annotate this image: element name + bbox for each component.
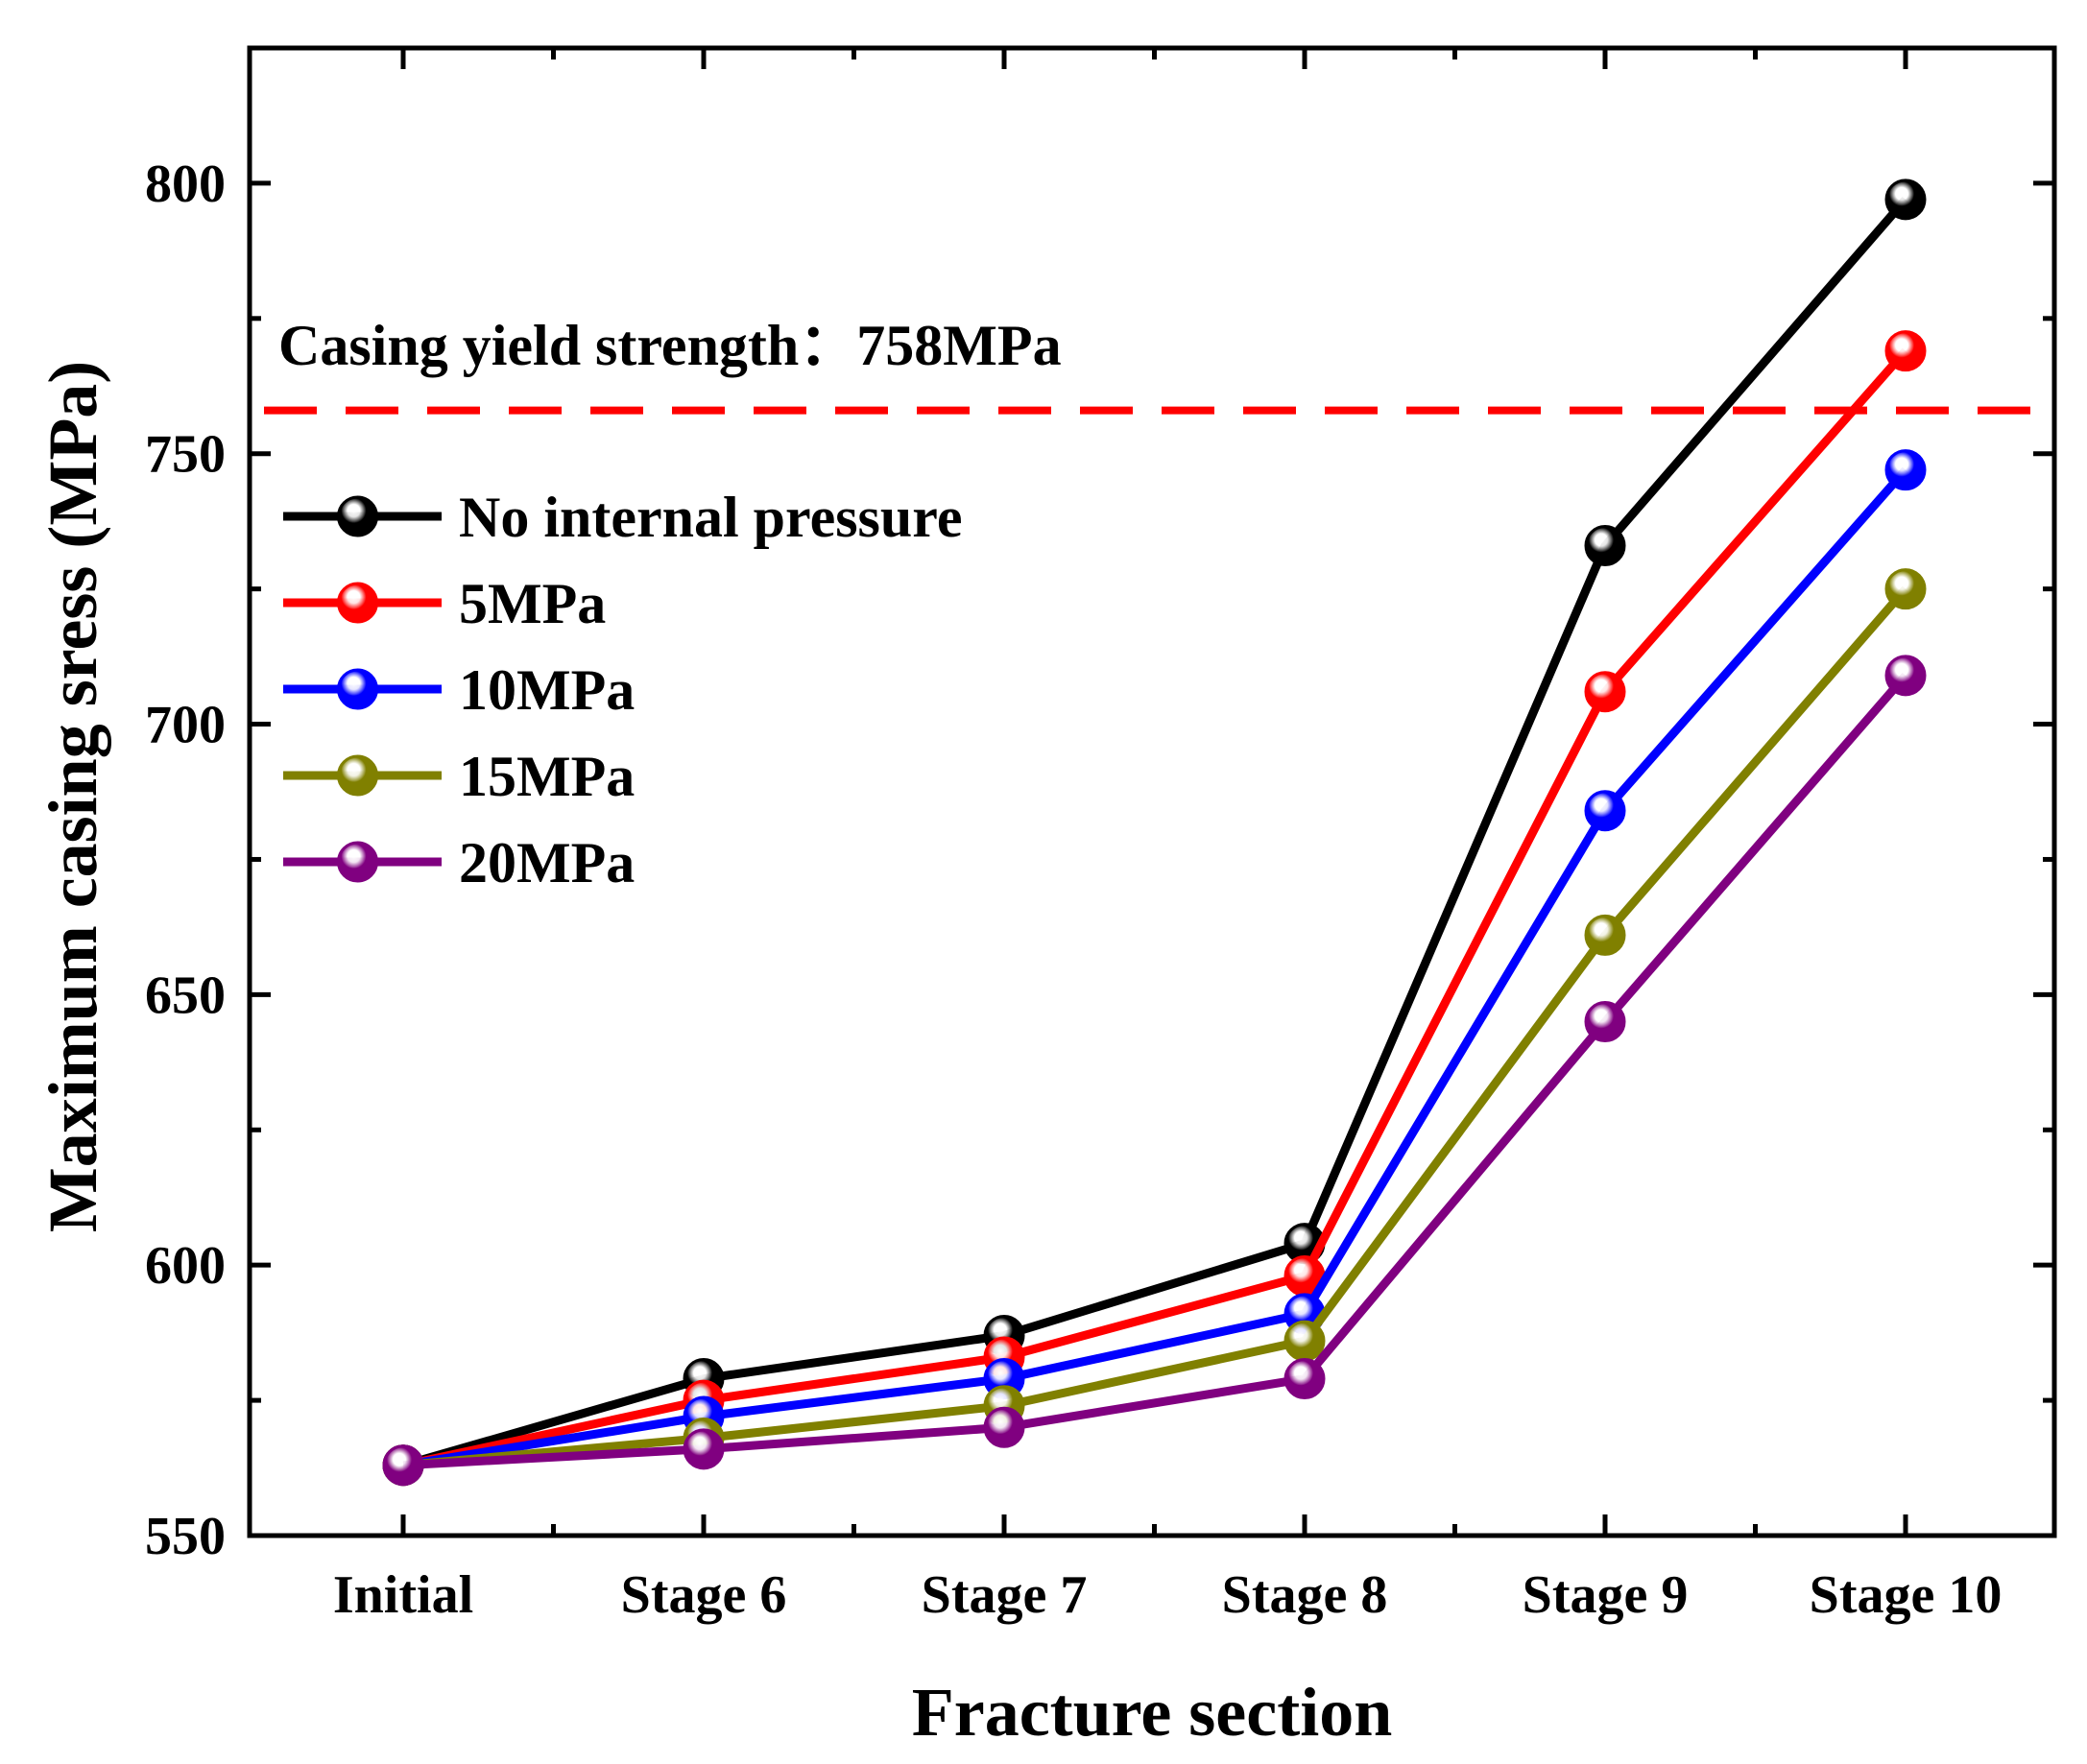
data-point (1584, 790, 1626, 832)
series-20mpa (382, 655, 1927, 1487)
x-tick-label: Stage 7 (922, 1565, 1088, 1625)
y-tick-label: 750 (145, 425, 226, 485)
y-axis-title: Maximum casing sress (MPa) (35, 361, 111, 1233)
data-point (1884, 449, 1927, 491)
legend-item: 20MPa (283, 831, 635, 894)
axis-ticks: 550 600 650 700 750 800 Initial Stage 6 Stage 7 S… (145, 45, 2054, 1625)
y-tick-label: 550 (145, 1507, 226, 1566)
data-point (1884, 568, 1927, 610)
x-axis-title: Fracture section (912, 1674, 1392, 1751)
legend-label: 20MPa (459, 831, 635, 894)
series-line (402, 672, 1909, 1470)
legend-item: 10MPa (283, 658, 635, 722)
series-group (382, 179, 1927, 1487)
series-10mpa (382, 449, 1927, 1487)
data-point (683, 1428, 725, 1470)
data-point (1884, 655, 1927, 697)
data-point (1884, 330, 1927, 372)
legend-item: 5MPa (283, 572, 606, 635)
data-point (983, 1406, 1025, 1448)
legend: No internal pressure 5MPa 10MPa 15MPa 20MPa (283, 486, 962, 894)
series-line (401, 196, 1909, 1470)
data-point (1584, 914, 1626, 956)
yield-strength-annotation: Casing yield strength：758MPa (278, 314, 1062, 377)
y-tick-label: 700 (145, 696, 226, 755)
legend-label: 5MPa (459, 572, 606, 635)
legend-swatch-marker (337, 841, 378, 883)
x-tick-label: Stage 9 (1523, 1565, 1689, 1625)
legend-item: No internal pressure (283, 486, 962, 549)
x-tick-label: Stage 8 (1222, 1565, 1388, 1625)
data-point (382, 1444, 424, 1487)
legend-swatch-marker (337, 754, 378, 797)
data-point (1584, 525, 1626, 567)
y-tick-label: 600 (145, 1236, 226, 1296)
data-point (1283, 1358, 1326, 1400)
data-point (1584, 671, 1626, 713)
legend-label: 15MPa (459, 745, 635, 808)
series-line (402, 347, 1909, 1470)
data-point (1884, 179, 1927, 221)
legend-swatch-marker (337, 582, 378, 624)
series-line (402, 466, 1909, 1470)
y-tick-label: 650 (145, 965, 226, 1025)
x-tick-label: Initial (333, 1565, 473, 1625)
legend-label: 10MPa (459, 658, 635, 722)
legend-label: No internal pressure (459, 486, 962, 549)
x-tick-label: Stage 10 (1810, 1565, 2003, 1625)
legend-item: 15MPa (283, 745, 635, 808)
series-line (402, 585, 1909, 1470)
legend-swatch-marker (337, 668, 378, 710)
data-point (1584, 1001, 1626, 1043)
legend-swatch-marker (337, 495, 378, 537)
data-point (1283, 1320, 1326, 1362)
y-tick-label: 800 (145, 155, 226, 214)
x-tick-label: Stage 6 (621, 1565, 787, 1625)
